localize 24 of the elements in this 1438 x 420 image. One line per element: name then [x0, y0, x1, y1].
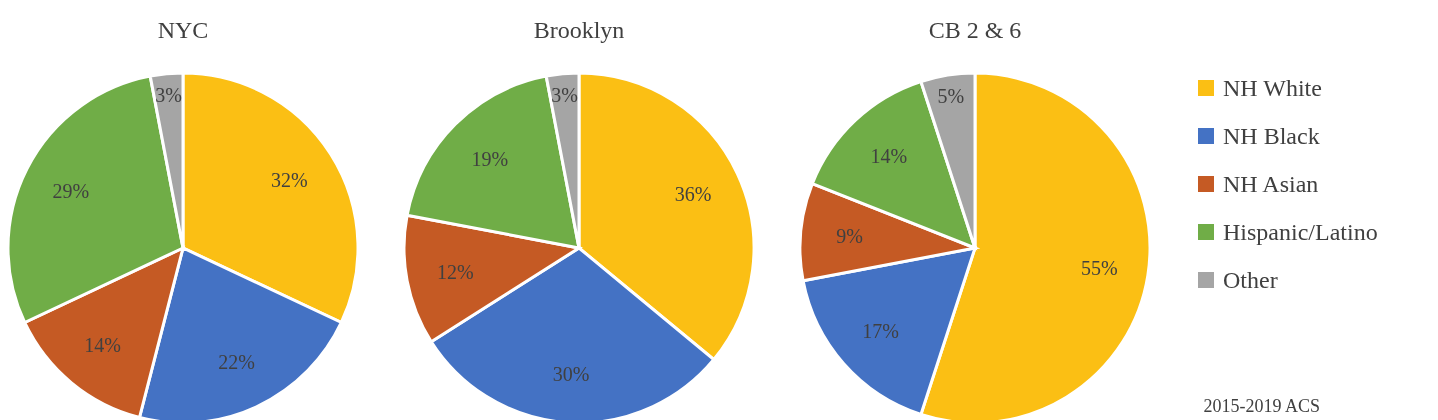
chart-title: NYC [157, 17, 209, 43]
legend-label: NH Black [1223, 123, 1320, 150]
data-label: 14% [870, 145, 908, 168]
text: 2015-2019 ACS [1203, 396, 1320, 416]
legend-label: Hispanic/Latino [1223, 219, 1378, 246]
data-label: 55% [1081, 256, 1118, 279]
data-label: 3% [551, 83, 578, 106]
data-label: 30% [552, 362, 590, 385]
data-label: 3% [155, 83, 182, 106]
data-label: 19% [471, 147, 509, 170]
data-label: 9% [836, 225, 863, 248]
data-label: 14% [84, 334, 122, 357]
chart-title: CB 2 & 6 [928, 17, 1022, 43]
legend-label: Other [1223, 267, 1278, 294]
legend-label: NH White [1223, 75, 1322, 102]
data-label: 22% [218, 351, 255, 374]
data-label: 36% [674, 183, 712, 206]
legend-label: NH Asian [1223, 171, 1319, 198]
data-label: 32% [271, 169, 308, 192]
data-label: 29% [52, 179, 90, 202]
data-label: 17% [862, 320, 899, 343]
data-label: 5% [937, 84, 965, 107]
chart-title: Brooklyn [533, 17, 625, 43]
data-label: 12% [436, 260, 474, 283]
